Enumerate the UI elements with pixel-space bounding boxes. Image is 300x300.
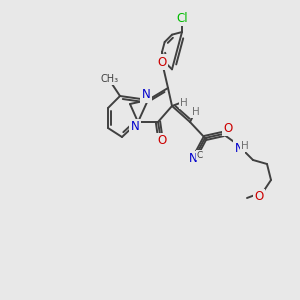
- Text: O: O: [254, 190, 264, 203]
- Text: Cl: Cl: [176, 11, 188, 25]
- Text: N: N: [142, 88, 150, 101]
- Text: CH₃: CH₃: [101, 74, 119, 84]
- Text: N: N: [235, 142, 243, 154]
- Text: C: C: [197, 151, 203, 160]
- Text: N: N: [189, 152, 197, 166]
- Text: N: N: [130, 121, 140, 134]
- Text: H: H: [180, 98, 188, 108]
- Text: O: O: [158, 134, 166, 148]
- Text: H: H: [241, 141, 249, 151]
- Text: H: H: [192, 107, 200, 117]
- Text: O: O: [158, 56, 166, 68]
- Text: O: O: [224, 122, 232, 134]
